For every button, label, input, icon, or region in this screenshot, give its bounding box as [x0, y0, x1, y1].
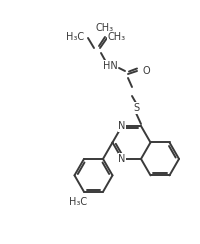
- Text: N: N: [118, 154, 126, 164]
- Text: H₃C: H₃C: [66, 32, 84, 42]
- Text: H₃C: H₃C: [69, 197, 87, 207]
- Text: S: S: [133, 103, 139, 113]
- Text: CH₃: CH₃: [108, 32, 126, 42]
- Text: O: O: [142, 66, 150, 76]
- Text: HN: HN: [103, 61, 117, 71]
- Text: N: N: [118, 121, 126, 131]
- Text: CH₃: CH₃: [96, 23, 114, 33]
